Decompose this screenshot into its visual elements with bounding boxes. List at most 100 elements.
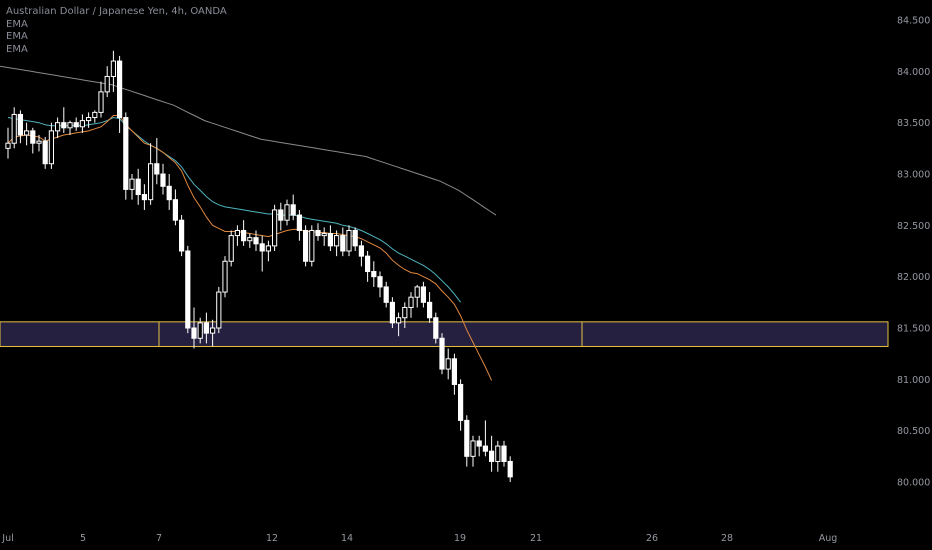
candle[interactable] xyxy=(352,227,358,251)
candle[interactable] xyxy=(148,143,154,205)
candle[interactable] xyxy=(141,184,148,210)
candle[interactable] xyxy=(321,227,327,246)
candle[interactable] xyxy=(402,302,408,328)
candle[interactable] xyxy=(123,112,129,200)
candle[interactable] xyxy=(30,127,36,154)
candle[interactable] xyxy=(309,225,315,267)
candle[interactable] xyxy=(389,297,395,328)
candles-layer xyxy=(5,50,513,482)
chart-legend: Australian Dollar / Japanese Yen, 4h, OA… xyxy=(6,6,227,56)
ema-slow-line[interactable] xyxy=(0,65,497,216)
candle[interactable] xyxy=(216,286,222,334)
candle[interactable] xyxy=(296,209,302,241)
candle[interactable] xyxy=(377,271,383,298)
candle[interactable] xyxy=(67,120,73,135)
candle-body xyxy=(55,122,61,132)
candle[interactable] xyxy=(86,112,92,128)
candle-body xyxy=(24,130,30,136)
candle[interactable] xyxy=(42,137,48,169)
candle[interactable] xyxy=(495,440,501,472)
candle[interactable] xyxy=(501,440,507,467)
candle[interactable] xyxy=(346,225,352,257)
time-tick-label: 26 xyxy=(646,533,658,544)
candle[interactable] xyxy=(48,122,54,169)
candle[interactable] xyxy=(247,233,253,248)
candle[interactable] xyxy=(79,114,86,133)
candle[interactable] xyxy=(210,319,216,347)
candle[interactable] xyxy=(160,163,166,195)
candle[interactable] xyxy=(172,189,179,226)
candle[interactable] xyxy=(265,240,271,262)
candle[interactable] xyxy=(222,256,228,298)
candle[interactable] xyxy=(36,134,42,152)
candle[interactable] xyxy=(340,227,346,257)
candle[interactable] xyxy=(179,215,185,257)
candle-body xyxy=(383,286,389,303)
candle[interactable] xyxy=(365,251,371,282)
candle[interactable] xyxy=(241,220,247,246)
candle[interactable] xyxy=(327,225,333,251)
candle[interactable] xyxy=(371,261,377,287)
price-axis[interactable]: 84.500 84.000 83.500 83.000 82.500 82.000 81.5… xyxy=(897,16,930,489)
candle[interactable] xyxy=(135,168,141,205)
candle[interactable] xyxy=(253,230,259,251)
candle[interactable] xyxy=(191,307,197,349)
candle[interactable] xyxy=(24,122,30,146)
candle[interactable] xyxy=(278,202,284,231)
candle[interactable] xyxy=(17,110,23,144)
candle[interactable] xyxy=(5,127,11,159)
candle-body xyxy=(98,91,104,113)
candle[interactable] xyxy=(117,55,123,133)
candle[interactable] xyxy=(470,435,476,467)
candle[interactable] xyxy=(290,194,296,221)
candle[interactable] xyxy=(73,117,79,131)
candle[interactable] xyxy=(420,281,426,308)
candle[interactable] xyxy=(284,199,290,226)
ema-indicator-label-2[interactable]: EMA xyxy=(6,31,28,42)
candle[interactable] xyxy=(489,435,495,472)
candle[interactable] xyxy=(185,245,191,334)
candle[interactable] xyxy=(92,110,98,123)
candle[interactable] xyxy=(433,312,439,344)
candle[interactable] xyxy=(458,379,464,431)
ema-fast-line[interactable] xyxy=(7,115,493,381)
candle[interactable] xyxy=(203,312,210,344)
candle[interactable] xyxy=(414,284,420,308)
candle[interactable] xyxy=(408,292,414,318)
candle[interactable] xyxy=(197,317,203,344)
candle[interactable] xyxy=(451,353,457,395)
ema-indicator-label-3[interactable]: EMA xyxy=(6,43,28,55)
candle[interactable] xyxy=(334,230,340,257)
candle[interactable] xyxy=(228,230,234,267)
candle[interactable] xyxy=(259,235,265,272)
candle[interactable] xyxy=(272,204,278,251)
candle[interactable] xyxy=(104,66,110,97)
ema-indicator-label-1[interactable]: EMA xyxy=(6,18,28,30)
candle[interactable] xyxy=(11,107,17,149)
candle[interactable] xyxy=(383,281,389,308)
candle[interactable] xyxy=(464,415,470,467)
candle[interactable] xyxy=(358,240,364,267)
candle[interactable] xyxy=(303,225,309,267)
candle[interactable] xyxy=(154,138,160,185)
candle[interactable] xyxy=(98,81,104,118)
symbol-title[interactable]: Australian Dollar / Japanese Yen, 4h, OA… xyxy=(6,6,227,17)
candle[interactable] xyxy=(427,292,433,323)
time-tick-label: 5 xyxy=(80,533,86,544)
candle[interactable] xyxy=(439,333,445,375)
candle[interactable] xyxy=(445,348,451,380)
candle[interactable] xyxy=(55,117,61,139)
candle[interactable] xyxy=(507,456,513,482)
candle[interactable] xyxy=(166,174,172,210)
time-axis[interactable]: Jul 5 7 12 14 19 21 26 28 Aug xyxy=(1,533,837,544)
candle[interactable] xyxy=(129,174,135,200)
candle[interactable] xyxy=(234,225,241,246)
candle[interactable] xyxy=(476,435,482,457)
candle[interactable] xyxy=(482,420,488,457)
candle[interactable] xyxy=(315,223,321,241)
candle[interactable] xyxy=(61,107,67,133)
candle[interactable] xyxy=(396,312,402,337)
price-tick-label: 80.500 xyxy=(897,426,930,437)
candle[interactable] xyxy=(110,50,117,92)
